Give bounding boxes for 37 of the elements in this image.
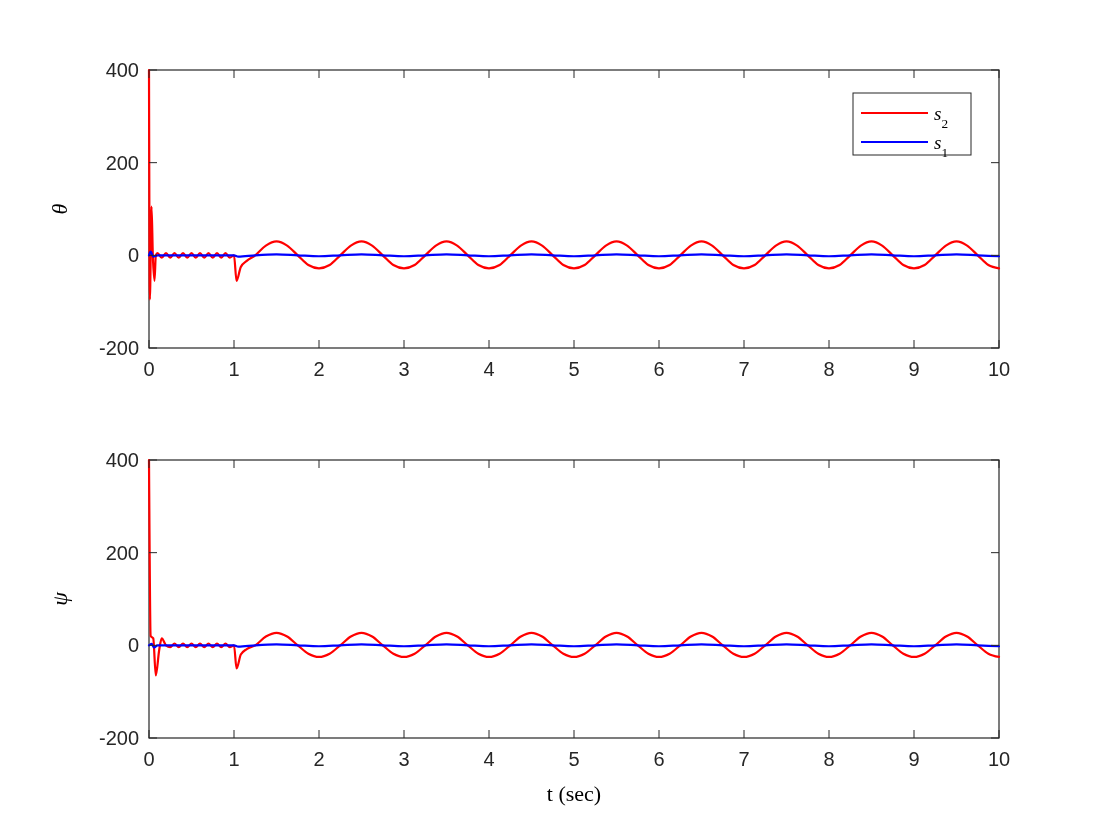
x-tick-label: 4 <box>483 748 495 770</box>
y-tick-label: 0 <box>127 634 139 657</box>
x-tick-label: 8 <box>823 358 835 380</box>
x-tick-label: 0 <box>143 358 155 380</box>
y-axis-title: ψ <box>47 591 72 606</box>
x-tick-label: 6 <box>653 748 665 770</box>
x-tick-label: 3 <box>398 358 410 380</box>
y-tick-label: 400 <box>105 59 139 81</box>
x-tick-label: 9 <box>908 358 920 380</box>
x-tick-label: 5 <box>568 358 580 380</box>
x-tick-label: 10 <box>987 358 1011 380</box>
x-tick-label: 7 <box>738 358 750 380</box>
y-tick-label: 400 <box>105 449 139 471</box>
x-tick-label: 6 <box>653 358 665 380</box>
x-tick-label: 2 <box>313 748 325 770</box>
x-tick-label: 7 <box>738 748 750 770</box>
legend-label: s$_{2}$ <box>934 103 949 131</box>
x-tick-label: 1 <box>228 748 240 770</box>
line-series <box>147 458 1001 677</box>
x-tick-label: 0 <box>143 748 155 770</box>
x-tick-label: 10 <box>987 748 1011 770</box>
x-tick-label: 3 <box>398 748 410 770</box>
x-tick-label: 5 <box>568 748 580 770</box>
y-tick-label: -200 <box>98 727 139 749</box>
y-tick-label: -200 <box>98 337 139 359</box>
legend-label: s$_{1}$ <box>934 132 949 160</box>
x-tick-label: 2 <box>313 358 325 380</box>
line-series <box>147 68 1001 301</box>
y-tick-label: 200 <box>105 541 139 564</box>
y-tick-label: 0 <box>127 244 139 267</box>
x-tick-label: 1 <box>228 358 240 380</box>
x-tick-label: 9 <box>908 748 920 770</box>
y-axis-title: θ <box>47 203 72 215</box>
x-tick-label: 8 <box>823 748 835 770</box>
y-tick-label: 200 <box>105 151 139 174</box>
x-axis-title: t (sec) <box>546 781 602 806</box>
x-tick-label: 4 <box>483 358 495 380</box>
